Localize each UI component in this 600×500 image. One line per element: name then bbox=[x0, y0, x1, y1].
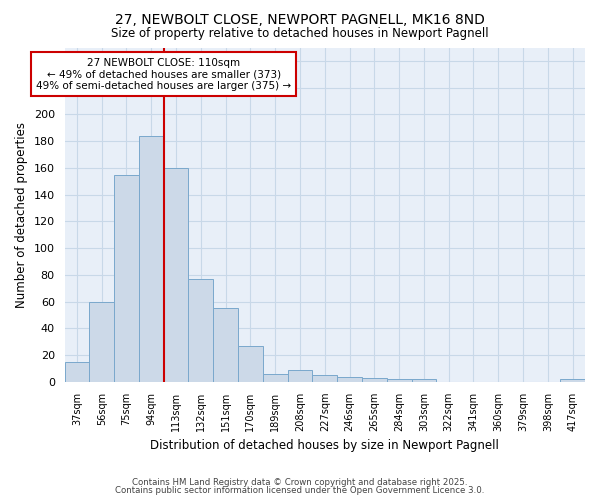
Bar bbox=[89, 302, 114, 382]
Bar bbox=[313, 376, 337, 382]
Bar bbox=[337, 376, 362, 382]
Bar bbox=[238, 346, 263, 382]
Bar bbox=[287, 370, 313, 382]
Bar bbox=[114, 174, 139, 382]
Bar bbox=[213, 308, 238, 382]
Y-axis label: Number of detached properties: Number of detached properties bbox=[15, 122, 28, 308]
Bar bbox=[65, 362, 89, 382]
Text: Size of property relative to detached houses in Newport Pagnell: Size of property relative to detached ho… bbox=[111, 28, 489, 40]
Bar bbox=[164, 168, 188, 382]
Bar bbox=[188, 279, 213, 382]
Bar bbox=[412, 380, 436, 382]
Bar bbox=[387, 380, 412, 382]
X-axis label: Distribution of detached houses by size in Newport Pagnell: Distribution of detached houses by size … bbox=[151, 440, 499, 452]
Bar bbox=[263, 374, 287, 382]
Text: Contains public sector information licensed under the Open Government Licence 3.: Contains public sector information licen… bbox=[115, 486, 485, 495]
Text: 27, NEWBOLT CLOSE, NEWPORT PAGNELL, MK16 8ND: 27, NEWBOLT CLOSE, NEWPORT PAGNELL, MK16… bbox=[115, 12, 485, 26]
Text: Contains HM Land Registry data © Crown copyright and database right 2025.: Contains HM Land Registry data © Crown c… bbox=[132, 478, 468, 487]
Bar bbox=[560, 380, 585, 382]
Text: 27 NEWBOLT CLOSE: 110sqm
← 49% of detached houses are smaller (373)
49% of semi-: 27 NEWBOLT CLOSE: 110sqm ← 49% of detach… bbox=[36, 58, 291, 91]
Bar bbox=[139, 136, 164, 382]
Bar bbox=[362, 378, 387, 382]
